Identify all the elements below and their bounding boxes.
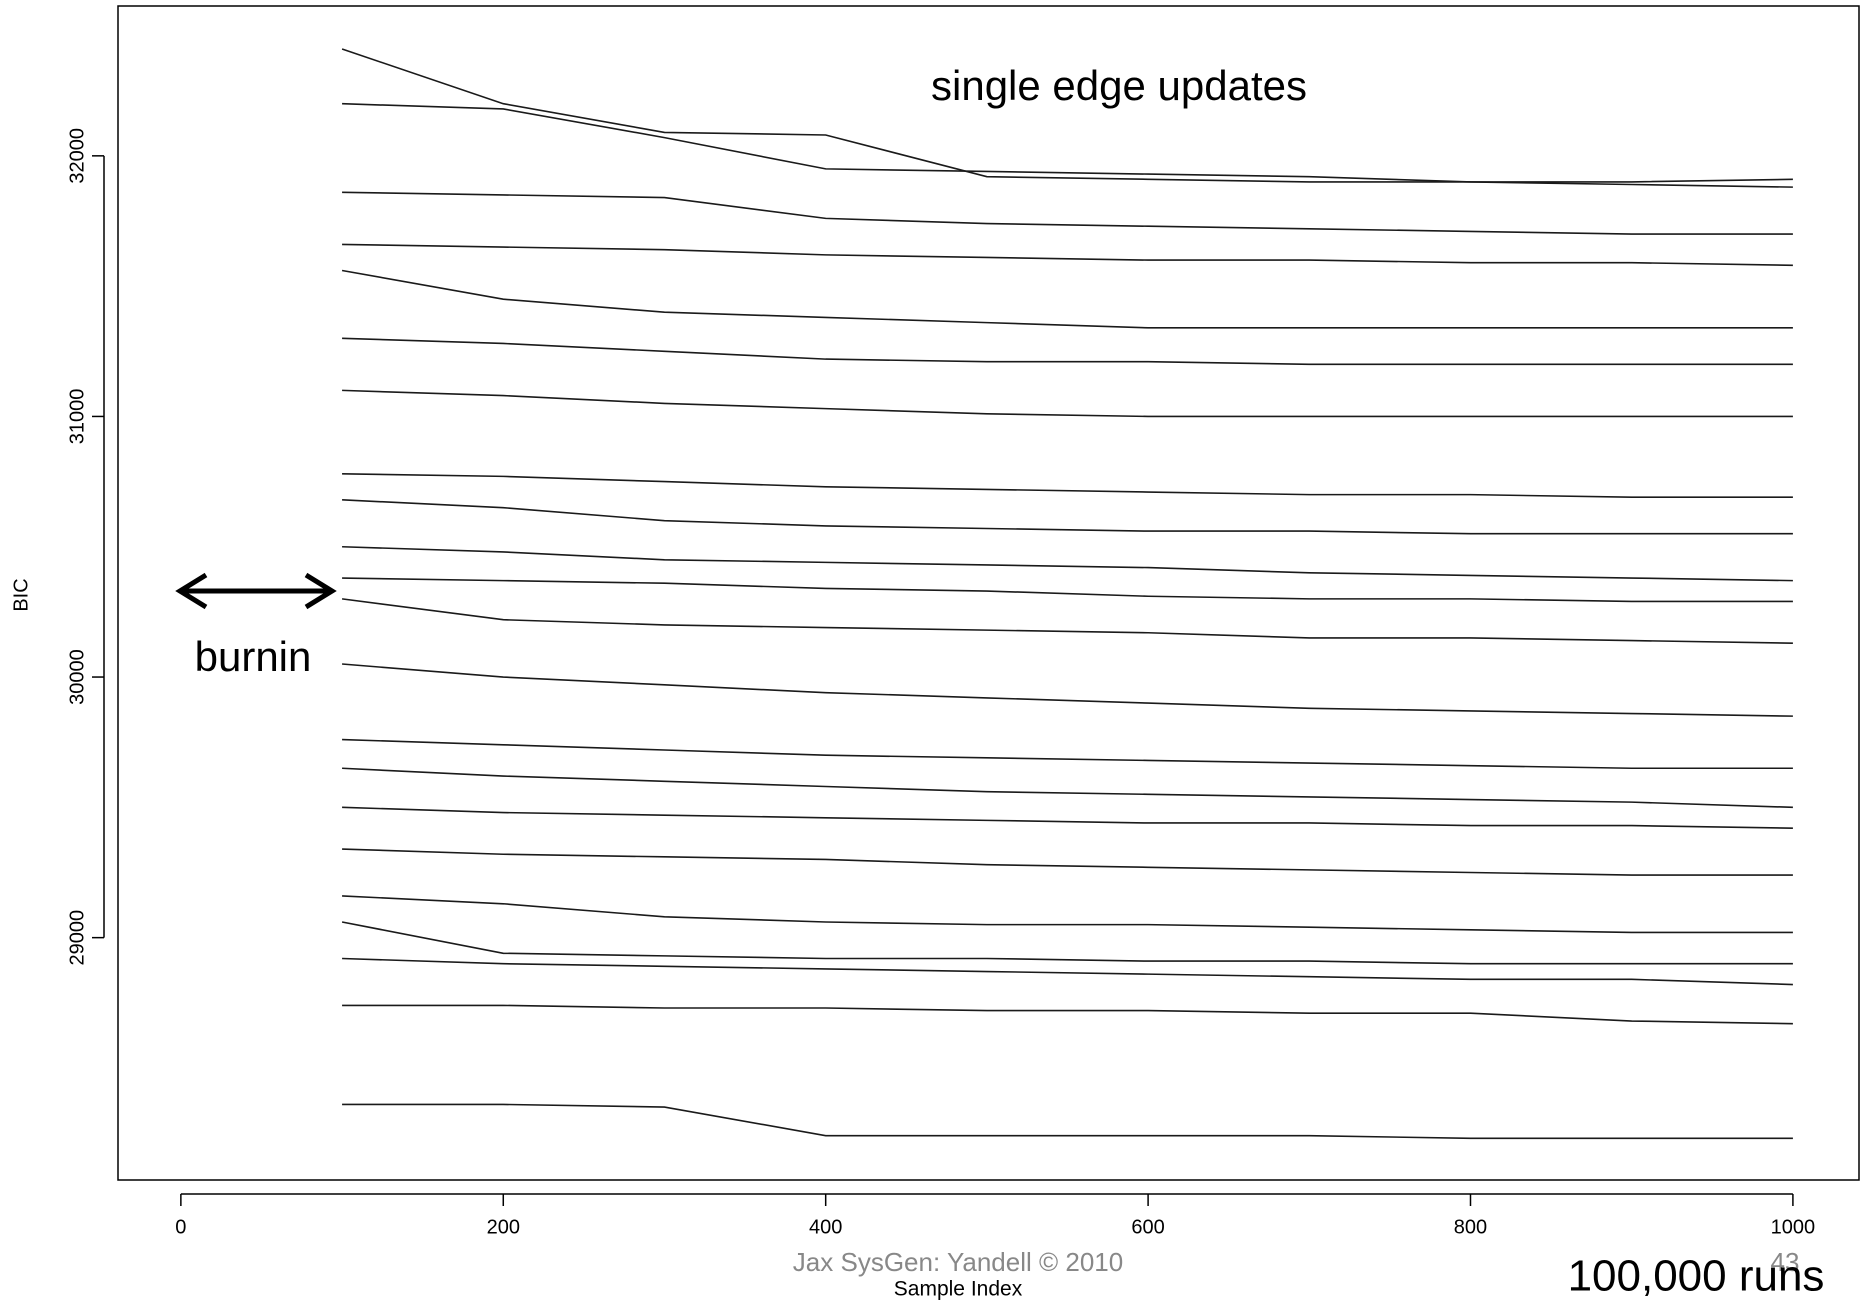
trace-line [342,191,1793,235]
x-tick-label: 600 [1131,1216,1164,1238]
trace-line [342,472,1793,499]
trace-line [342,767,1793,809]
x-axis-label: Sample Index [894,1278,1023,1301]
trace-line [342,499,1793,535]
footer: Jax SysGen: Yandell © 2010 [793,1247,1123,1277]
x-tick-label: 0 [175,1216,186,1238]
trace-line [342,545,1793,582]
trace-line [342,102,1793,188]
trace-line [342,337,1793,366]
trace-line [342,243,1793,267]
y-axis-label: BIC [10,578,32,611]
trace-line [341,48,1793,183]
x-tick-label: 1000 [1771,1216,1816,1238]
annotation: burnin [195,633,312,680]
trace-line [342,577,1793,603]
y-tick-label: 30000 [66,649,88,705]
y-tick-label: 32000 [66,128,88,184]
trace-line [342,389,1793,418]
trace-line [342,895,1793,934]
trace-line [342,848,1793,876]
trace-line [341,598,1793,644]
chart-title: single edge updates [931,62,1307,109]
trace-line [341,921,1793,965]
page-number: 43 [1771,1247,1800,1277]
x-tick-label: 400 [809,1216,842,1238]
annotation: 100,000 runs [1568,1252,1825,1301]
trace-line [342,738,1793,770]
y-tick-label: 29000 [66,910,88,966]
x-tick-label: 200 [487,1216,520,1238]
trace-line [342,957,1793,986]
trace-line [342,1004,1793,1025]
burnin-arrow [175,572,337,610]
trace-line [342,663,1793,717]
x-tick-label: 800 [1454,1216,1487,1238]
plot-frame [117,5,1860,1181]
trace-line [341,269,1793,329]
trace-line [342,806,1793,829]
y-tick-label: 31000 [66,389,88,445]
trace-line [342,1103,1793,1140]
